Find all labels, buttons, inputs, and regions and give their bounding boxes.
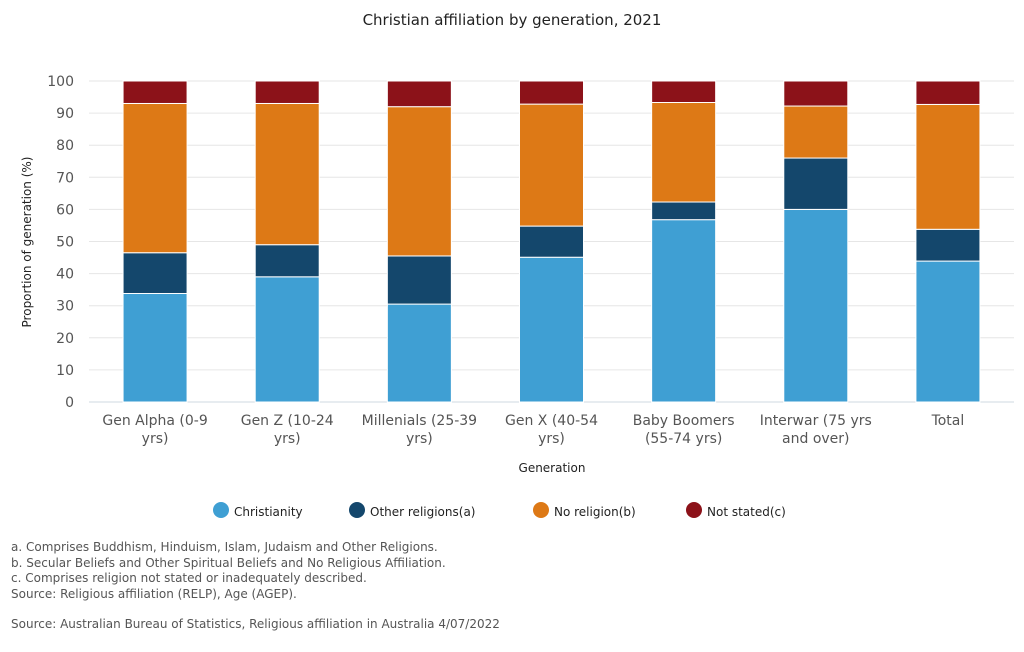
y-tick-label: 70 [56,170,74,186]
bar-segment [519,80,584,105]
x-axis-label: Generation [519,461,586,475]
bar-segment [651,201,717,221]
chart-title: Christian affiliation by generation, 202… [363,11,662,29]
bar-segment [386,303,452,403]
y-axis-label: Proportion of generation (%) [20,157,34,328]
bar-segment [519,103,584,227]
note-b: b. Secular Beliefs and Other Spiritual B… [11,555,446,570]
bar-segment [122,252,188,295]
bar-segment [519,225,584,258]
bar-segment [915,103,981,230]
stacked-bar-chart: Christian affiliation by generation, 202… [20,11,1014,519]
bar-segment [651,102,717,203]
x-tick-label: Gen Alpha (0-9 [102,413,207,429]
bar-segment [254,276,320,403]
bar-segment [254,244,320,278]
bar-segment [783,208,849,403]
y-tick-label: 40 [56,267,74,283]
bar-segment [386,106,452,257]
y-tick-label: 80 [56,138,74,154]
x-tick-label: Interwar (75 yrs [760,413,872,429]
bar-segment [254,80,320,104]
x-tick-label: Gen X (40-54 [505,413,598,429]
legend-marker [349,502,365,518]
bar-segment [254,102,320,246]
bar-segment [651,219,717,403]
x-tick-label: yrs) [142,431,169,447]
bar-segment [122,80,188,104]
x-tick-label: and over) [782,431,849,447]
legend-label: Not stated(c) [707,505,786,519]
x-tick-label: yrs) [274,431,301,447]
y-tick-label: 90 [56,106,74,122]
bar-segment [519,256,584,403]
x-tick-label: yrs) [538,431,565,447]
bar-segment [122,293,188,403]
bar-segment [915,260,981,403]
x-tick-label: yrs) [406,431,433,447]
bar-segment [783,80,849,107]
bar-segment [122,102,188,254]
bar-segment [783,105,849,159]
note-c: c. Comprises religion not stated or inad… [11,571,367,585]
x-tick-label: Gen Z (10-24 [241,413,334,429]
legend-marker [533,502,549,518]
note-a: a. Comprises Buddhism, Hinduism, Islam, … [11,540,438,554]
bar-segment [386,80,452,108]
legend-marker [686,502,702,518]
chart-notes: a. Comprises Buddhism, Hinduism, Islam, … [11,540,500,633]
x-tick-label: Baby Boomers [633,413,735,429]
legend-label: Other religions(a) [370,505,475,519]
legend-marker [213,502,229,518]
bar-segment [386,255,452,305]
y-tick-label: 50 [56,235,74,251]
y-tick-label: 60 [56,202,74,218]
x-tick-label: (55-74 yrs) [645,431,722,447]
y-tick-label: 10 [56,363,74,379]
y-tick-label: 0 [65,395,74,411]
x-tick-label: Millenials (25-39 [362,413,477,429]
note-source: Source: Religious affiliation (RELP), Ag… [11,586,297,601]
bar-segment [915,228,981,262]
bar-segment [651,80,717,104]
y-tick-label: 20 [56,331,74,347]
abs-source: Source: Australian Bureau of Statistics,… [11,617,500,631]
y-tick-label: 30 [56,299,74,315]
x-tick-label: Total [931,413,965,429]
bar-segment [783,157,849,210]
bar-segment [915,80,981,105]
legend-label: No religion(b) [554,505,636,519]
legend-label: Christianity [234,505,303,519]
y-tick-label: 100 [47,74,74,90]
